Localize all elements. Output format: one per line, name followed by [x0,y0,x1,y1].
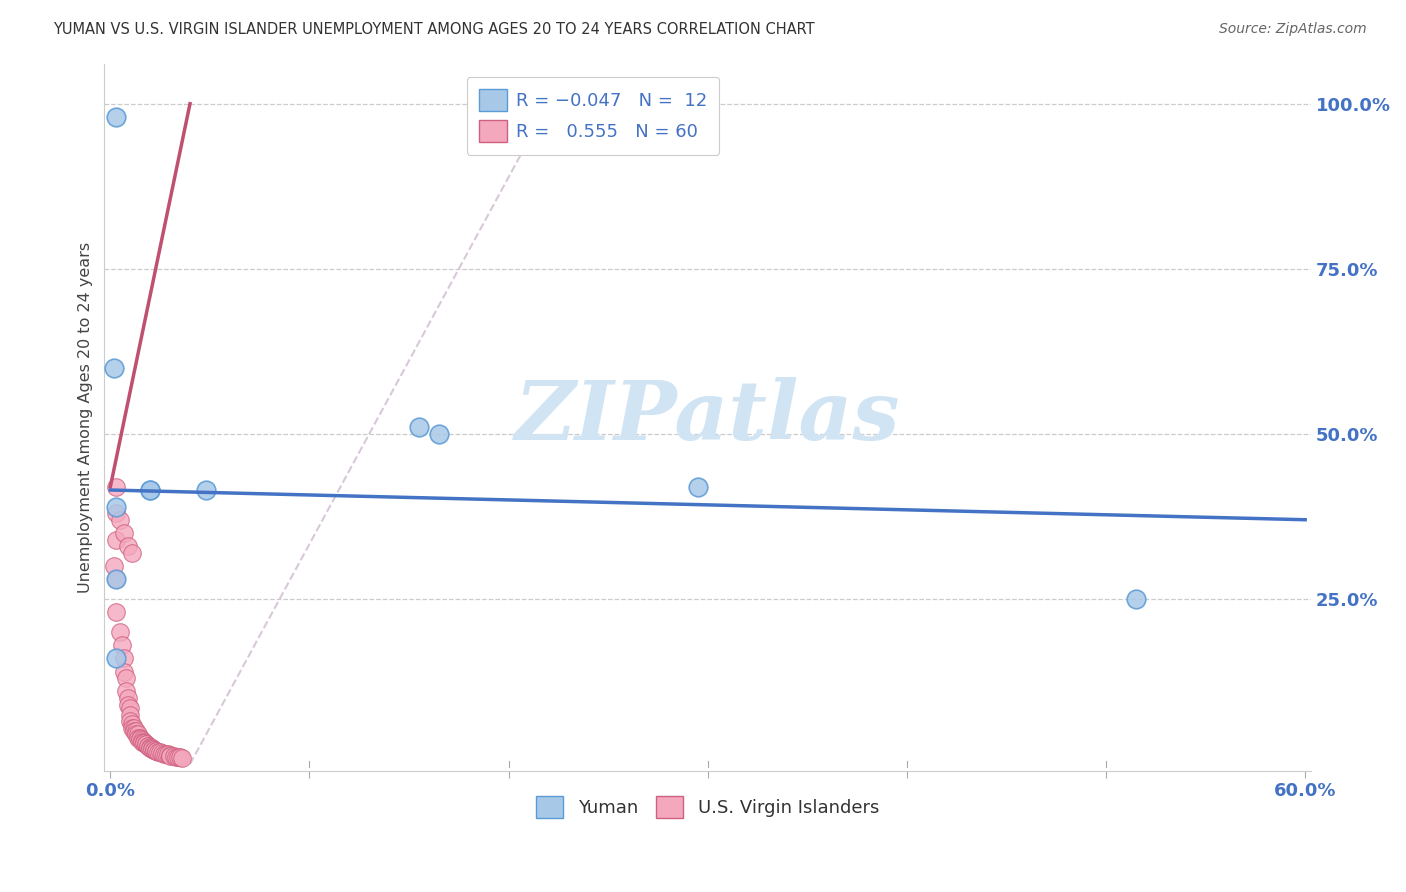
Point [105,500,128,514]
Point [167,750,190,764]
Point [157,747,180,761]
Point [139,739,162,754]
Point [129,731,152,745]
Point [112,525,135,540]
Point [139,483,162,497]
Point [103,360,125,375]
Text: Source: ZipAtlas.com: Source: ZipAtlas.com [1219,22,1367,37]
Point [153,747,176,761]
Point [121,717,143,731]
Point [129,731,152,746]
Point [143,742,166,756]
Point [149,745,172,759]
Point [115,671,138,685]
Point [163,749,186,764]
Point [125,727,148,741]
Point [136,739,159,753]
Point [135,737,157,751]
Point [105,605,128,619]
Point [105,651,128,665]
Point [150,746,173,760]
Point [105,533,128,547]
Point [427,426,450,441]
Point [120,707,142,722]
Point [131,734,153,748]
Point [117,698,139,712]
Point [686,480,709,494]
Point [141,742,163,756]
Point [135,737,157,751]
Point [125,724,148,739]
Legend: Yuman, U.S. Virgin Islanders: Yuman, U.S. Virgin Islanders [529,789,886,825]
Point [194,483,217,497]
Point [143,742,166,756]
Point [122,724,145,739]
Y-axis label: Unemployment Among Ages 20 to 24 years: Unemployment Among Ages 20 to 24 years [79,242,93,593]
Point [1125,592,1147,607]
Point [159,749,181,764]
Point [117,691,139,706]
Point [145,744,167,758]
Point [105,572,128,586]
Point [112,665,135,679]
Point [127,731,149,745]
Point [121,546,143,560]
Point [105,480,128,494]
Text: YUMAN VS U.S. VIRGIN ISLANDER UNEMPLOYMENT AMONG AGES 20 TO 24 YEARS CORRELATION: YUMAN VS U.S. VIRGIN ISLANDER UNEMPLOYME… [53,22,815,37]
Point [155,747,177,761]
Point [120,701,142,715]
Point [136,739,159,753]
Point [165,749,187,764]
Point [105,572,128,586]
Point [121,721,143,735]
Point [169,750,191,764]
Text: ZIPatlas: ZIPatlas [515,377,900,458]
Point [110,513,132,527]
Point [139,483,162,497]
Point [145,744,167,758]
Point [159,747,181,762]
Point [141,741,163,756]
Point [408,420,430,434]
Point [112,651,135,665]
Point [120,714,142,728]
Point [110,625,132,640]
Point [170,751,193,765]
Point [134,736,156,750]
Point [139,740,162,755]
Point [134,735,156,749]
Point [131,733,153,747]
Point [146,745,169,759]
Point [117,539,139,553]
Point [111,638,134,652]
Point [103,558,125,573]
Point [105,506,128,520]
Point [105,110,128,124]
Point [115,684,138,698]
Point [122,721,145,735]
Point [127,727,149,741]
